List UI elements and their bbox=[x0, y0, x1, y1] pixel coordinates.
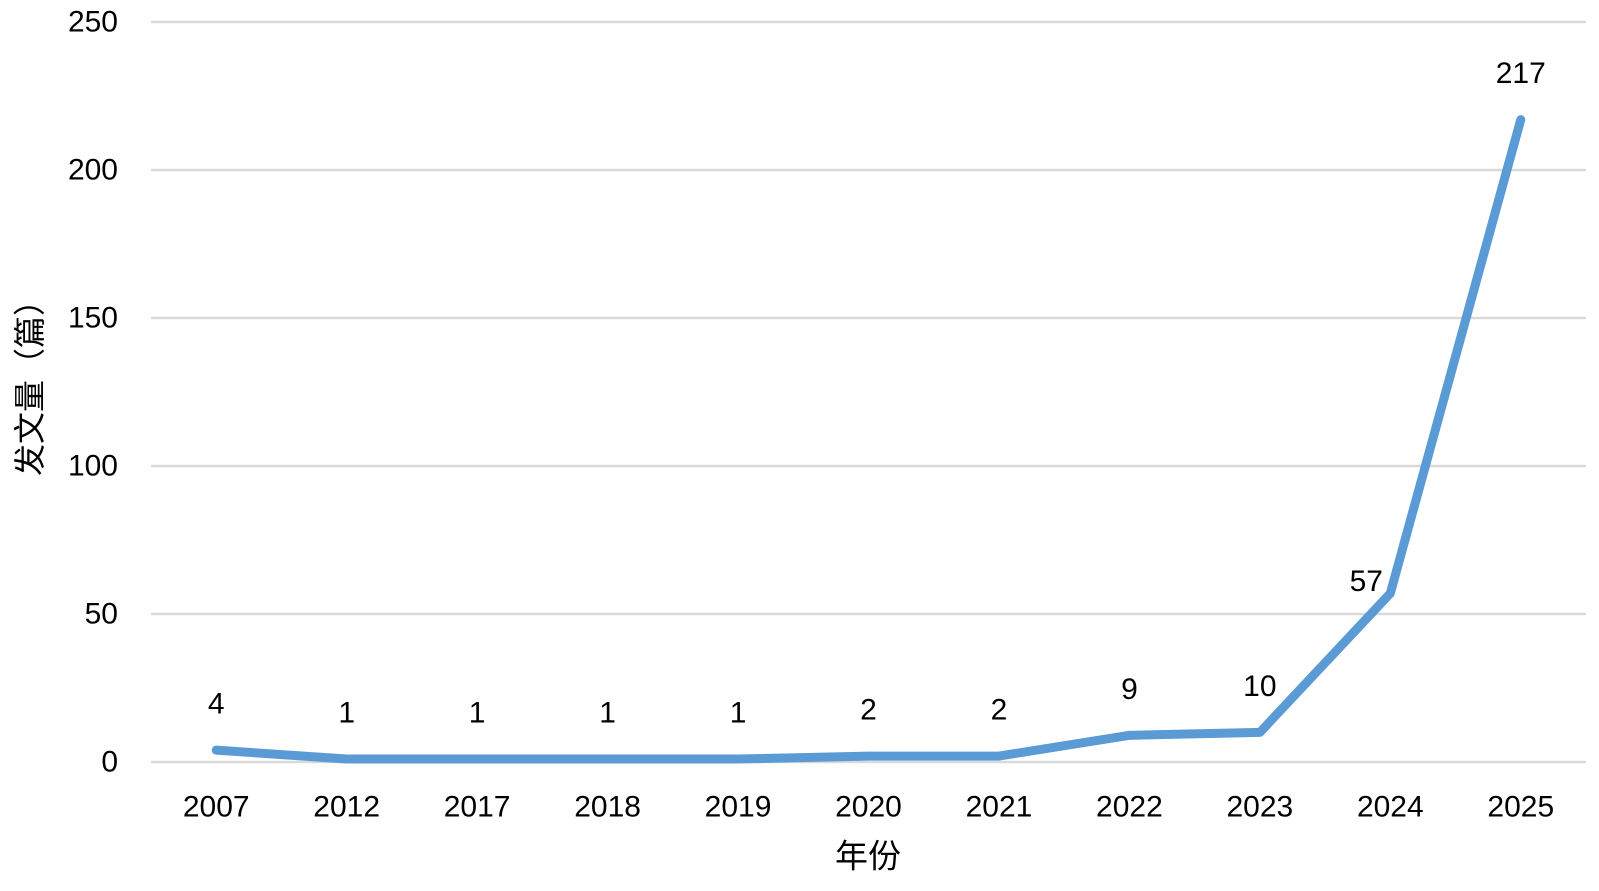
data-series-line bbox=[211, 115, 1526, 764]
y-tick-label: 150 bbox=[68, 302, 118, 335]
x-tick-label: 2020 bbox=[835, 791, 902, 824]
data-label: 1 bbox=[469, 697, 486, 730]
data-label: 217 bbox=[1496, 57, 1546, 90]
data-label: 57 bbox=[1350, 565, 1383, 598]
x-tick-label: 2018 bbox=[574, 791, 641, 824]
x-tick-label: 2021 bbox=[966, 791, 1033, 824]
x-tick-label: 2025 bbox=[1487, 791, 1554, 824]
x-tick-label: 2024 bbox=[1357, 791, 1424, 824]
x-axis-title: 年份 bbox=[835, 838, 901, 875]
y-tick-label: 0 bbox=[101, 746, 118, 779]
data-labels: 4 1 1 1 1 2 2 9 10 57 217 bbox=[208, 57, 1546, 729]
x-tick-label: 2022 bbox=[1096, 791, 1163, 824]
data-label: 2 bbox=[860, 694, 877, 727]
data-label: 10 bbox=[1243, 670, 1276, 703]
x-axis-tick-labels: 2007 2012 2017 2018 2019 2020 2021 2022 2023 2024… bbox=[183, 791, 1554, 824]
x-tick-label: 2012 bbox=[313, 791, 380, 824]
data-label: 2 bbox=[991, 694, 1008, 727]
x-tick-label: 2007 bbox=[183, 791, 250, 824]
axis-titles: 年份 发文量（篇） bbox=[12, 284, 901, 875]
data-label: 4 bbox=[208, 688, 225, 721]
x-tick-label: 2019 bbox=[705, 791, 772, 824]
series-line-group bbox=[211, 115, 1526, 764]
y-tick-label: 100 bbox=[68, 450, 118, 483]
x-tick-label: 2023 bbox=[1226, 791, 1293, 824]
y-tick-label: 250 bbox=[68, 6, 118, 39]
x-tick-label: 2017 bbox=[444, 791, 511, 824]
gridlines bbox=[151, 20, 1586, 764]
data-label: 1 bbox=[338, 697, 355, 730]
data-label: 9 bbox=[1121, 673, 1138, 706]
y-tick-label: 200 bbox=[68, 154, 118, 187]
data-label: 1 bbox=[599, 697, 616, 730]
y-tick-label: 50 bbox=[85, 598, 118, 631]
data-label: 1 bbox=[730, 697, 747, 730]
y-axis-title: 发文量（篇） bbox=[12, 284, 48, 476]
y-axis-tick-labels: 0 50 100 150 200 250 bbox=[68, 6, 118, 779]
